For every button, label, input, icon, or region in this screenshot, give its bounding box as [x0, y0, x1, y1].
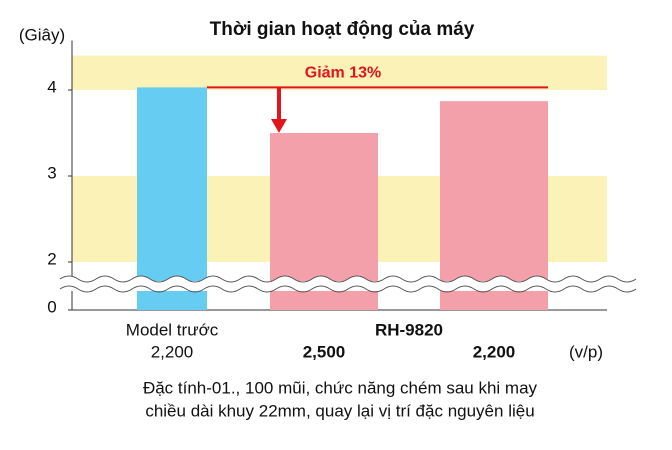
- note-line: Đặc tính-01., 100 mũi, chức năng chém sa…: [143, 378, 538, 397]
- x-unit: (v/p): [569, 342, 603, 361]
- annotation-arrowhead: [271, 119, 287, 133]
- y-tick-label: 3: [47, 163, 56, 182]
- bar: [440, 101, 548, 311]
- y-tick-label: 0: [47, 297, 56, 316]
- x-tick-label: 2,200: [151, 342, 194, 361]
- legend-group-label: RH-9820: [375, 320, 443, 339]
- y-tick-label: 4: [47, 77, 56, 96]
- axis-break-edge: [59, 285, 637, 293]
- bar: [137, 87, 207, 310]
- annotation-text: Giảm 13%: [305, 65, 381, 82]
- axis-break-edge: [59, 275, 637, 283]
- x-tick-label: 2,200: [473, 342, 516, 361]
- stripe: [72, 55, 607, 90]
- y-tick-label: 2: [47, 249, 56, 268]
- y-axis-label: (Giây): [19, 25, 65, 44]
- legend-group-label: Model trước: [126, 320, 219, 339]
- axis-break: [60, 281, 619, 291]
- note-line: chiều dài khuy 22mm, quay lại vị trí đặc…: [145, 401, 534, 420]
- chart-title: Thời gian hoạt động của máy: [210, 19, 475, 40]
- x-tick-label: 2,500: [303, 342, 346, 361]
